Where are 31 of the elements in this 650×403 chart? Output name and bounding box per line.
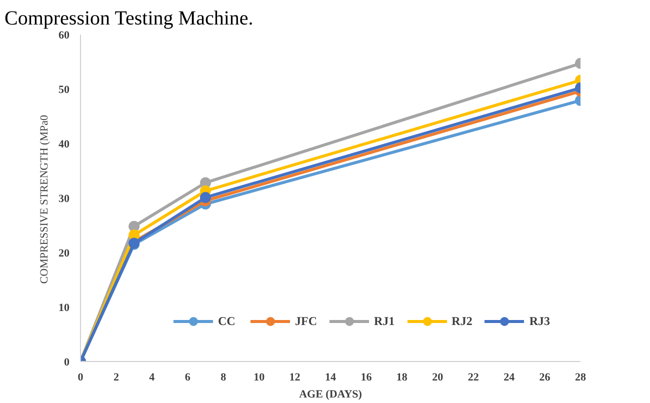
x-tick-label: 0 [78,372,84,384]
x-tick-label: 6 [184,372,191,384]
legend-label: CC [218,314,236,328]
legend-label: JFC [294,314,317,328]
y-tick-label: 60 [58,30,70,42]
x-tick-label: 12 [289,372,301,384]
x-tick-label: 20 [432,372,444,384]
x-axis-title: AGE (DAYS) [299,388,362,400]
legend-label: RJ3 [529,314,550,328]
x-tick-label: 14 [325,372,336,384]
y-tick-label: 30 [58,193,70,205]
x-tick-label: 2 [113,372,120,384]
y-tick-label: 10 [58,302,70,314]
legend-label: RJ1 [374,314,395,328]
legend-label: RJ2 [452,314,472,328]
x-tick-label: 8 [220,372,227,384]
y-tick-label: 0 [64,356,70,368]
x-tick-label: 10 [254,372,266,384]
x-tick-label: 26 [539,372,551,384]
y-tick-label: 50 [58,84,70,96]
x-tick-label: 18 [396,372,408,384]
y-axis-title: COMPRESSIVE STRENGTH (MPa0 [38,114,50,284]
x-tick-label: 28 [575,372,586,384]
text: Compression Testing Machine. [4,8,254,30]
y-tick-label: 20 [58,248,70,260]
x-tick-label: 22 [468,372,480,384]
point [200,192,211,203]
x-tick-label: 16 [360,372,372,384]
x-tick-label: 4 [149,372,156,384]
x-tick-label: 24 [504,372,516,384]
y-tick-label: 40 [58,138,70,150]
